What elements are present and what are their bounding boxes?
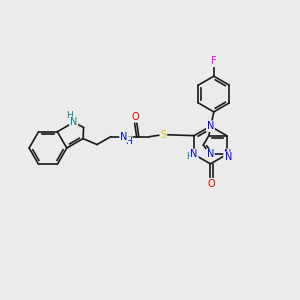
Text: N: N bbox=[70, 117, 77, 127]
Text: F: F bbox=[211, 56, 217, 66]
Text: N: N bbox=[207, 121, 214, 131]
Text: H: H bbox=[66, 111, 73, 120]
Text: N: N bbox=[224, 149, 231, 160]
Text: N: N bbox=[207, 149, 214, 160]
Text: N: N bbox=[190, 149, 198, 160]
Text: O: O bbox=[132, 112, 140, 122]
Text: H: H bbox=[125, 137, 132, 146]
Text: H: H bbox=[186, 152, 193, 161]
Text: S: S bbox=[160, 130, 167, 140]
Text: N: N bbox=[225, 152, 232, 162]
Text: N: N bbox=[120, 132, 127, 142]
Text: O: O bbox=[208, 179, 215, 189]
